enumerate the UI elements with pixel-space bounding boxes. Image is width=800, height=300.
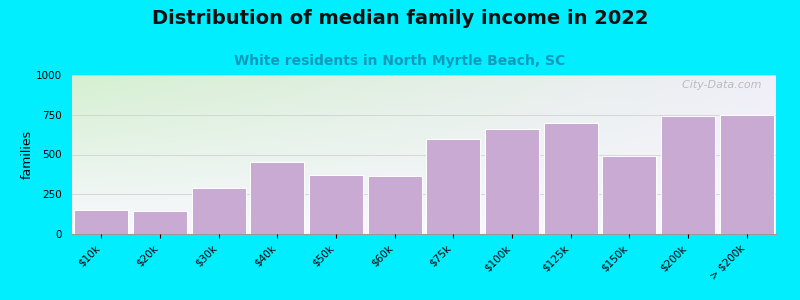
Bar <box>661 116 715 234</box>
Text: White residents in North Myrtle Beach, SC: White residents in North Myrtle Beach, S… <box>234 54 566 68</box>
Bar <box>133 211 187 234</box>
Bar <box>544 123 598 234</box>
Bar <box>309 175 363 234</box>
Text: City-Data.com: City-Data.com <box>675 80 762 90</box>
Bar <box>426 139 480 234</box>
Bar <box>602 156 656 234</box>
Bar <box>485 129 539 234</box>
Bar <box>192 188 246 234</box>
Bar <box>74 210 128 234</box>
Y-axis label: families: families <box>20 130 34 179</box>
Bar <box>250 163 304 234</box>
Bar <box>720 115 774 234</box>
Text: Distribution of median family income in 2022: Distribution of median family income in … <box>152 9 648 28</box>
Bar <box>368 176 422 234</box>
